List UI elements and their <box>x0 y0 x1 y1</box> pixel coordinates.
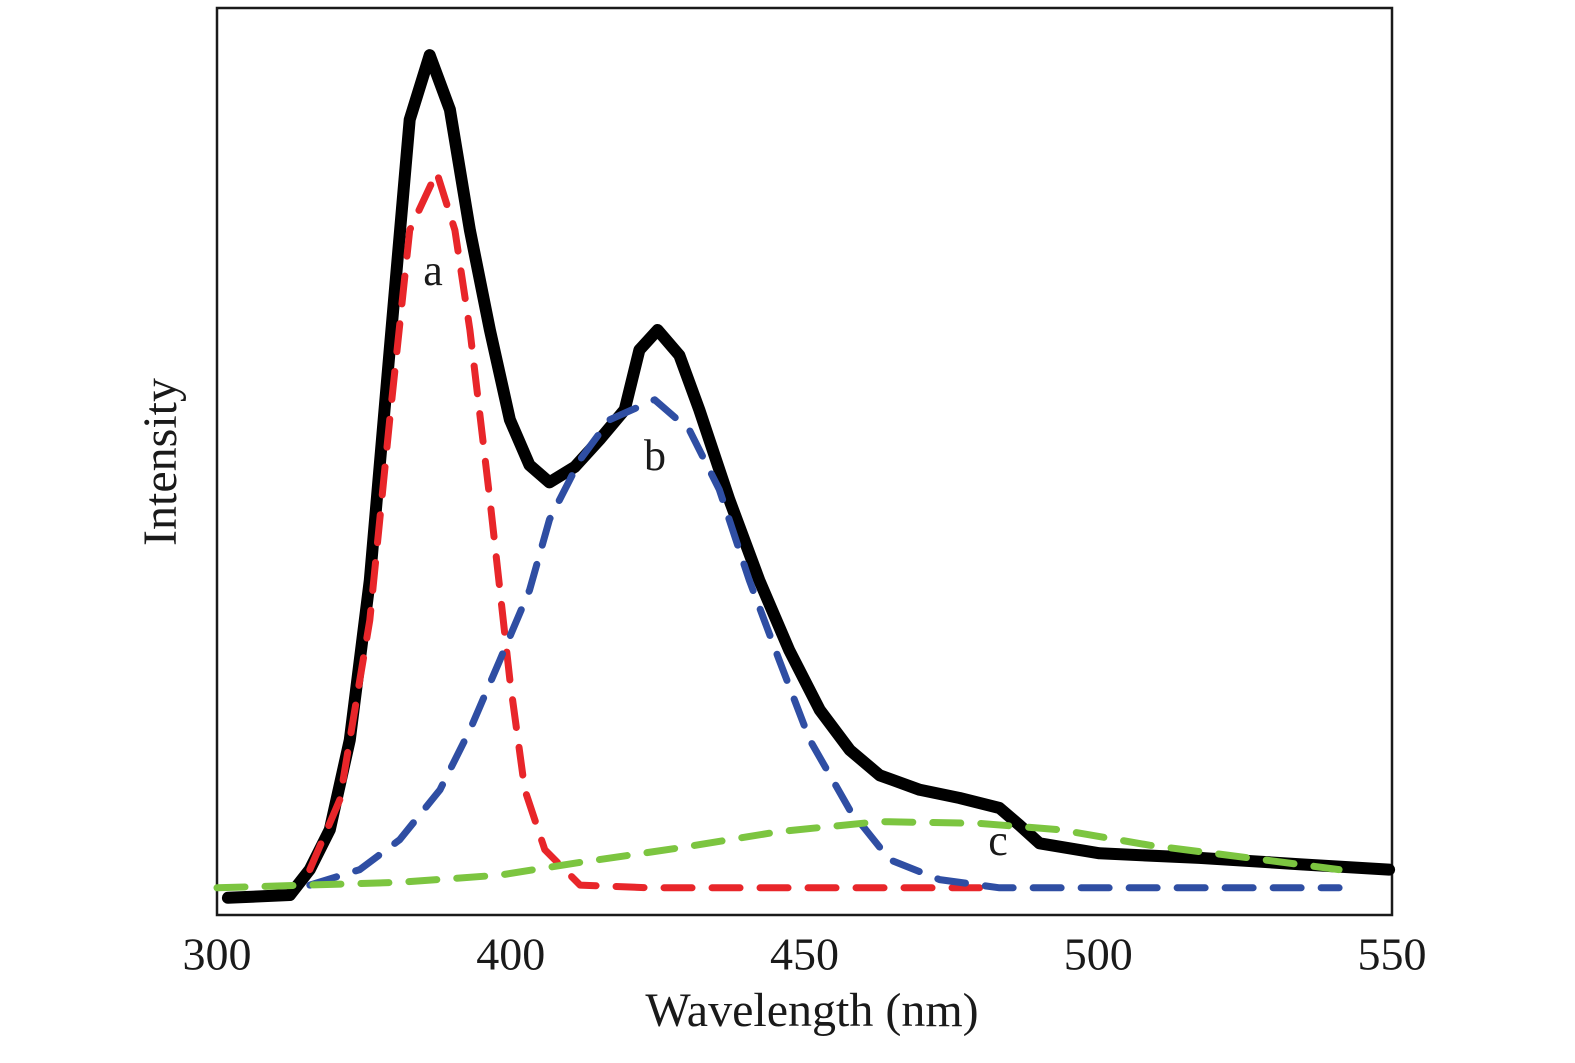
series-line <box>221 49 1396 904</box>
curve-label: b <box>644 431 666 480</box>
series-line <box>306 168 984 892</box>
series-line <box>306 396 1343 892</box>
series-line <box>213 818 1343 892</box>
x-tick-label: 550 <box>1358 929 1427 980</box>
curve-label: a <box>423 246 443 295</box>
x-tick-label: 500 <box>1064 929 1133 980</box>
plot-frame <box>215 6 1394 917</box>
x-tick-label: 450 <box>770 929 839 980</box>
x-tick-label: 300 <box>183 929 252 980</box>
x-axis-label: Wavelength (nm) <box>645 984 978 1037</box>
y-axis-label: Intensity <box>134 378 187 546</box>
x-tick-label: 400 <box>476 929 545 980</box>
curve-label: c <box>988 816 1008 865</box>
